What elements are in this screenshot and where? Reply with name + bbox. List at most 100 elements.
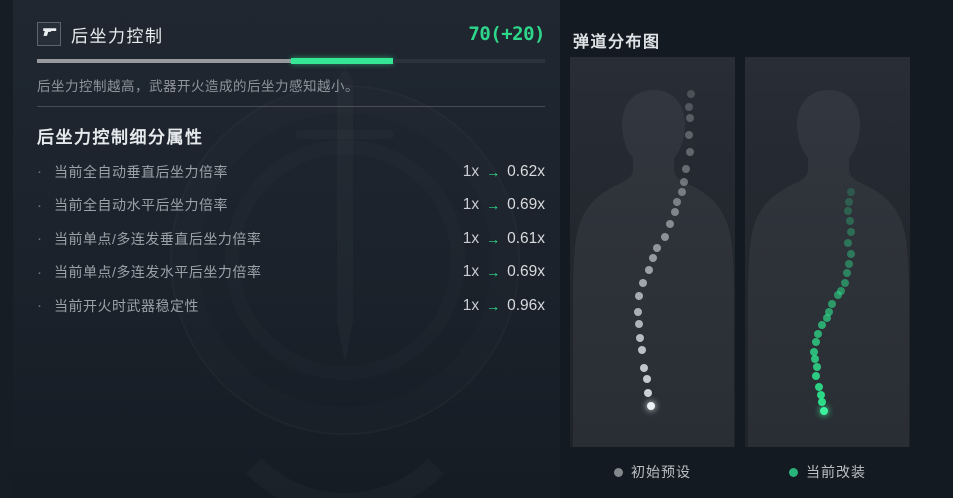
- attribute-label: 当前全自动垂直后坐力倍率: [54, 163, 228, 180]
- attribute-row: · 当前全自动垂直后坐力倍率 1x → 0.62x: [37, 155, 545, 189]
- value-after: 0.61x: [507, 229, 545, 247]
- trajectory-dot: [649, 254, 657, 262]
- trajectory-panel-modified: [745, 57, 910, 447]
- attribute-values: 1x → 0.69x: [463, 196, 545, 214]
- preset-dot-icon: [614, 467, 623, 477]
- value-before: 1x: [462, 196, 480, 214]
- trajectory-panel-preset: [570, 57, 735, 447]
- trajectory-dot: [678, 188, 686, 196]
- bullet-icon: ·: [37, 263, 42, 281]
- trajectory-dot: [847, 250, 855, 258]
- trajectory-dot: [828, 300, 836, 308]
- arrow-right-icon: →: [486, 230, 501, 247]
- trajectory-dot: [671, 208, 679, 216]
- trajectory-dot: [811, 355, 819, 363]
- trajectory-dot: [636, 334, 644, 342]
- recoil-control-icon-box: [37, 22, 61, 46]
- progress-base-segment: [37, 59, 291, 63]
- trajectory-dot: [647, 402, 655, 410]
- trajectory-dot: [837, 287, 845, 295]
- attribute-label: 当前单点/多连发水平后坐力倍率: [54, 264, 262, 281]
- stat-header: 后坐力控制 70(+20): [37, 21, 545, 47]
- attribute-label: 当前开火时武器稳定性: [54, 297, 199, 314]
- detail-section-title: 后坐力控制细分属性: [37, 128, 204, 147]
- stat-progress-bar: [37, 58, 545, 64]
- value-before: 1x: [462, 296, 480, 314]
- trajectory-dot: [812, 338, 820, 346]
- trajectory-dot: [640, 364, 648, 372]
- attribute-list: · 当前全自动垂直后坐力倍率 1x → 0.62x · 当前全自动水平后坐力倍率…: [37, 155, 545, 323]
- body-silhouette: [573, 90, 734, 447]
- attribute-values: 1x → 0.96x: [463, 297, 545, 315]
- trajectory-dot: [638, 346, 646, 354]
- trajectory-dot: [825, 308, 833, 316]
- attribute-row: · 当前单点/多连发垂直后坐力倍率 1x → 0.61x: [37, 222, 545, 256]
- attribute-row: · 当前开火时武器稳定性 1x → 0.96x: [37, 289, 545, 323]
- modified-dot-icon: [789, 467, 798, 477]
- trajectory-dot: [817, 391, 825, 399]
- trajectory-dot: [645, 266, 653, 274]
- legend-modified-label: 当前改装: [806, 464, 866, 480]
- trajectory-dot: [818, 321, 826, 329]
- trajectory-dot: [680, 178, 688, 186]
- value-after: 0.69x: [507, 263, 545, 281]
- pistol-icon: [42, 25, 57, 43]
- trajectory-dot: [685, 103, 693, 111]
- trajectory-dot: [634, 308, 642, 316]
- trajectory-dot: [644, 389, 652, 397]
- trajectory-dot: [686, 114, 694, 122]
- attribute-values: 1x → 0.62x: [463, 163, 545, 181]
- attribute-label: 当前单点/多连发垂直后坐力倍率: [54, 230, 262, 247]
- trajectory-dot: [639, 279, 647, 287]
- recoil-stat-panel: 后坐力控制 70(+20) 后坐力控制越高，武器开火造成的后坐力感知越小。 后坐…: [13, 0, 560, 498]
- progress-bonus-segment: [291, 58, 393, 64]
- trajectory-dot: [687, 90, 695, 98]
- trajectory-dot: [635, 320, 643, 328]
- trajectory-dot: [661, 233, 669, 241]
- attribute-row: · 当前全自动水平后坐力倍率 1x → 0.69x: [37, 189, 545, 223]
- trajectory-dot: [812, 372, 820, 380]
- left-edge-strip: [0, 0, 13, 498]
- value-before: 1x: [462, 162, 480, 180]
- trajectory-dot: [653, 244, 661, 252]
- arrow-right-icon: →: [486, 264, 501, 281]
- attribute-label: 当前全自动水平后坐力倍率: [54, 197, 228, 214]
- legend-preset-label: 初始预设: [631, 464, 691, 480]
- bullet-icon: ·: [37, 297, 42, 315]
- trajectory-dot: [643, 375, 651, 383]
- trajectory-dot: [673, 198, 681, 206]
- trajectory-dot: [834, 291, 842, 299]
- trajectory-dot: [820, 407, 828, 415]
- arrow-right-icon: →: [486, 163, 501, 180]
- emblem-watermark-sword-guard: [296, 130, 394, 139]
- value-after: 0.96x: [507, 296, 545, 314]
- trajectory-dot: [682, 165, 690, 173]
- arrow-right-icon: →: [486, 197, 501, 214]
- legend-preset: 初始预设: [570, 462, 735, 482]
- stat-description: 后坐力控制越高，武器开火造成的后坐力感知越小。: [37, 79, 359, 94]
- trajectory-dot: [685, 131, 693, 139]
- value-after: 0.62x: [507, 162, 545, 180]
- value-after: 0.69x: [507, 196, 545, 214]
- trajectory-dot: [814, 330, 822, 338]
- bullet-icon: ·: [37, 163, 42, 181]
- attribute-row: · 当前单点/多连发水平后坐力倍率 1x → 0.69x: [37, 256, 545, 290]
- bullet-icon: ·: [37, 230, 42, 248]
- trajectory-dot: [847, 188, 855, 196]
- trajectory-dot: [810, 348, 818, 356]
- trajectory-dot: [844, 207, 852, 215]
- trajectory-dot: [815, 383, 823, 391]
- legend-modified: 当前改装: [745, 462, 910, 482]
- trajectory-dot: [846, 217, 854, 225]
- attribute-values: 1x → 0.61x: [463, 230, 545, 248]
- bullet-icon: ·: [37, 196, 42, 214]
- section-divider: [37, 106, 545, 107]
- trajectory-dot: [845, 198, 853, 206]
- trajectory-dot: [666, 220, 674, 228]
- stat-value: 70(+20): [468, 23, 545, 45]
- trajectory-dot: [635, 292, 643, 300]
- progress-remainder-segment: [392, 59, 545, 63]
- trajectory-dot: [847, 228, 855, 236]
- trajectory-dot: [818, 398, 826, 406]
